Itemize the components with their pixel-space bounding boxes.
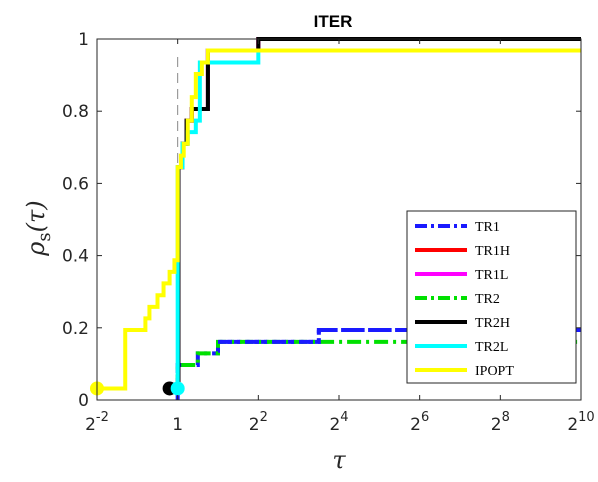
x-axis-label: τ [332, 446, 346, 474]
x-tick-label-4: 26 [410, 410, 429, 435]
tick-layer: 2-2 1 22 24 26 28 210 0 0.2 0.4 0.6 0.8 1 [62, 30, 595, 435]
y-tick-label-0: 0 [78, 391, 89, 411]
legend-label-tr2l: TR2L [475, 340, 508, 355]
legend-box [406, 210, 577, 384]
legend-label-tr2h: TR2H [475, 316, 510, 331]
y-tick-label-3: 0.6 [62, 174, 89, 194]
legend-label-ipopt: IPOPT [475, 364, 514, 379]
x-tick-label-6: 210 [567, 410, 594, 435]
marker-tr2l [170, 381, 185, 396]
legend: TR1 TR1H TR1L TR2 TR2H TR2L IPOPT [406, 210, 577, 384]
y-axis-label-text: ρs(τ) [22, 200, 55, 256]
x-tick-label-0: 2-2 [85, 410, 109, 435]
legend-label-tr1h: TR1H [475, 244, 510, 259]
chart-title: ITER [314, 12, 353, 31]
x-tick-label-2: 22 [249, 410, 268, 435]
legend-label-tr2: TR2 [475, 292, 500, 307]
x-tick-label-3: 24 [329, 410, 348, 435]
x-tick-label-1: 1 [172, 415, 183, 435]
legend-label-tr1l: TR1L [475, 268, 508, 283]
series-line-ipopt [97, 48, 581, 391]
y-tick-label-2: 0.4 [62, 247, 89, 267]
y-tick-label-5: 1 [78, 30, 89, 50]
legend-label-tr1: TR1 [475, 220, 500, 235]
x-tick-label-5: 28 [491, 410, 510, 435]
y-tick-label-4: 0.8 [62, 102, 89, 122]
y-axis-label: ρs(τ) [22, 200, 55, 256]
y-tick-label-1: 0.2 [62, 319, 89, 339]
